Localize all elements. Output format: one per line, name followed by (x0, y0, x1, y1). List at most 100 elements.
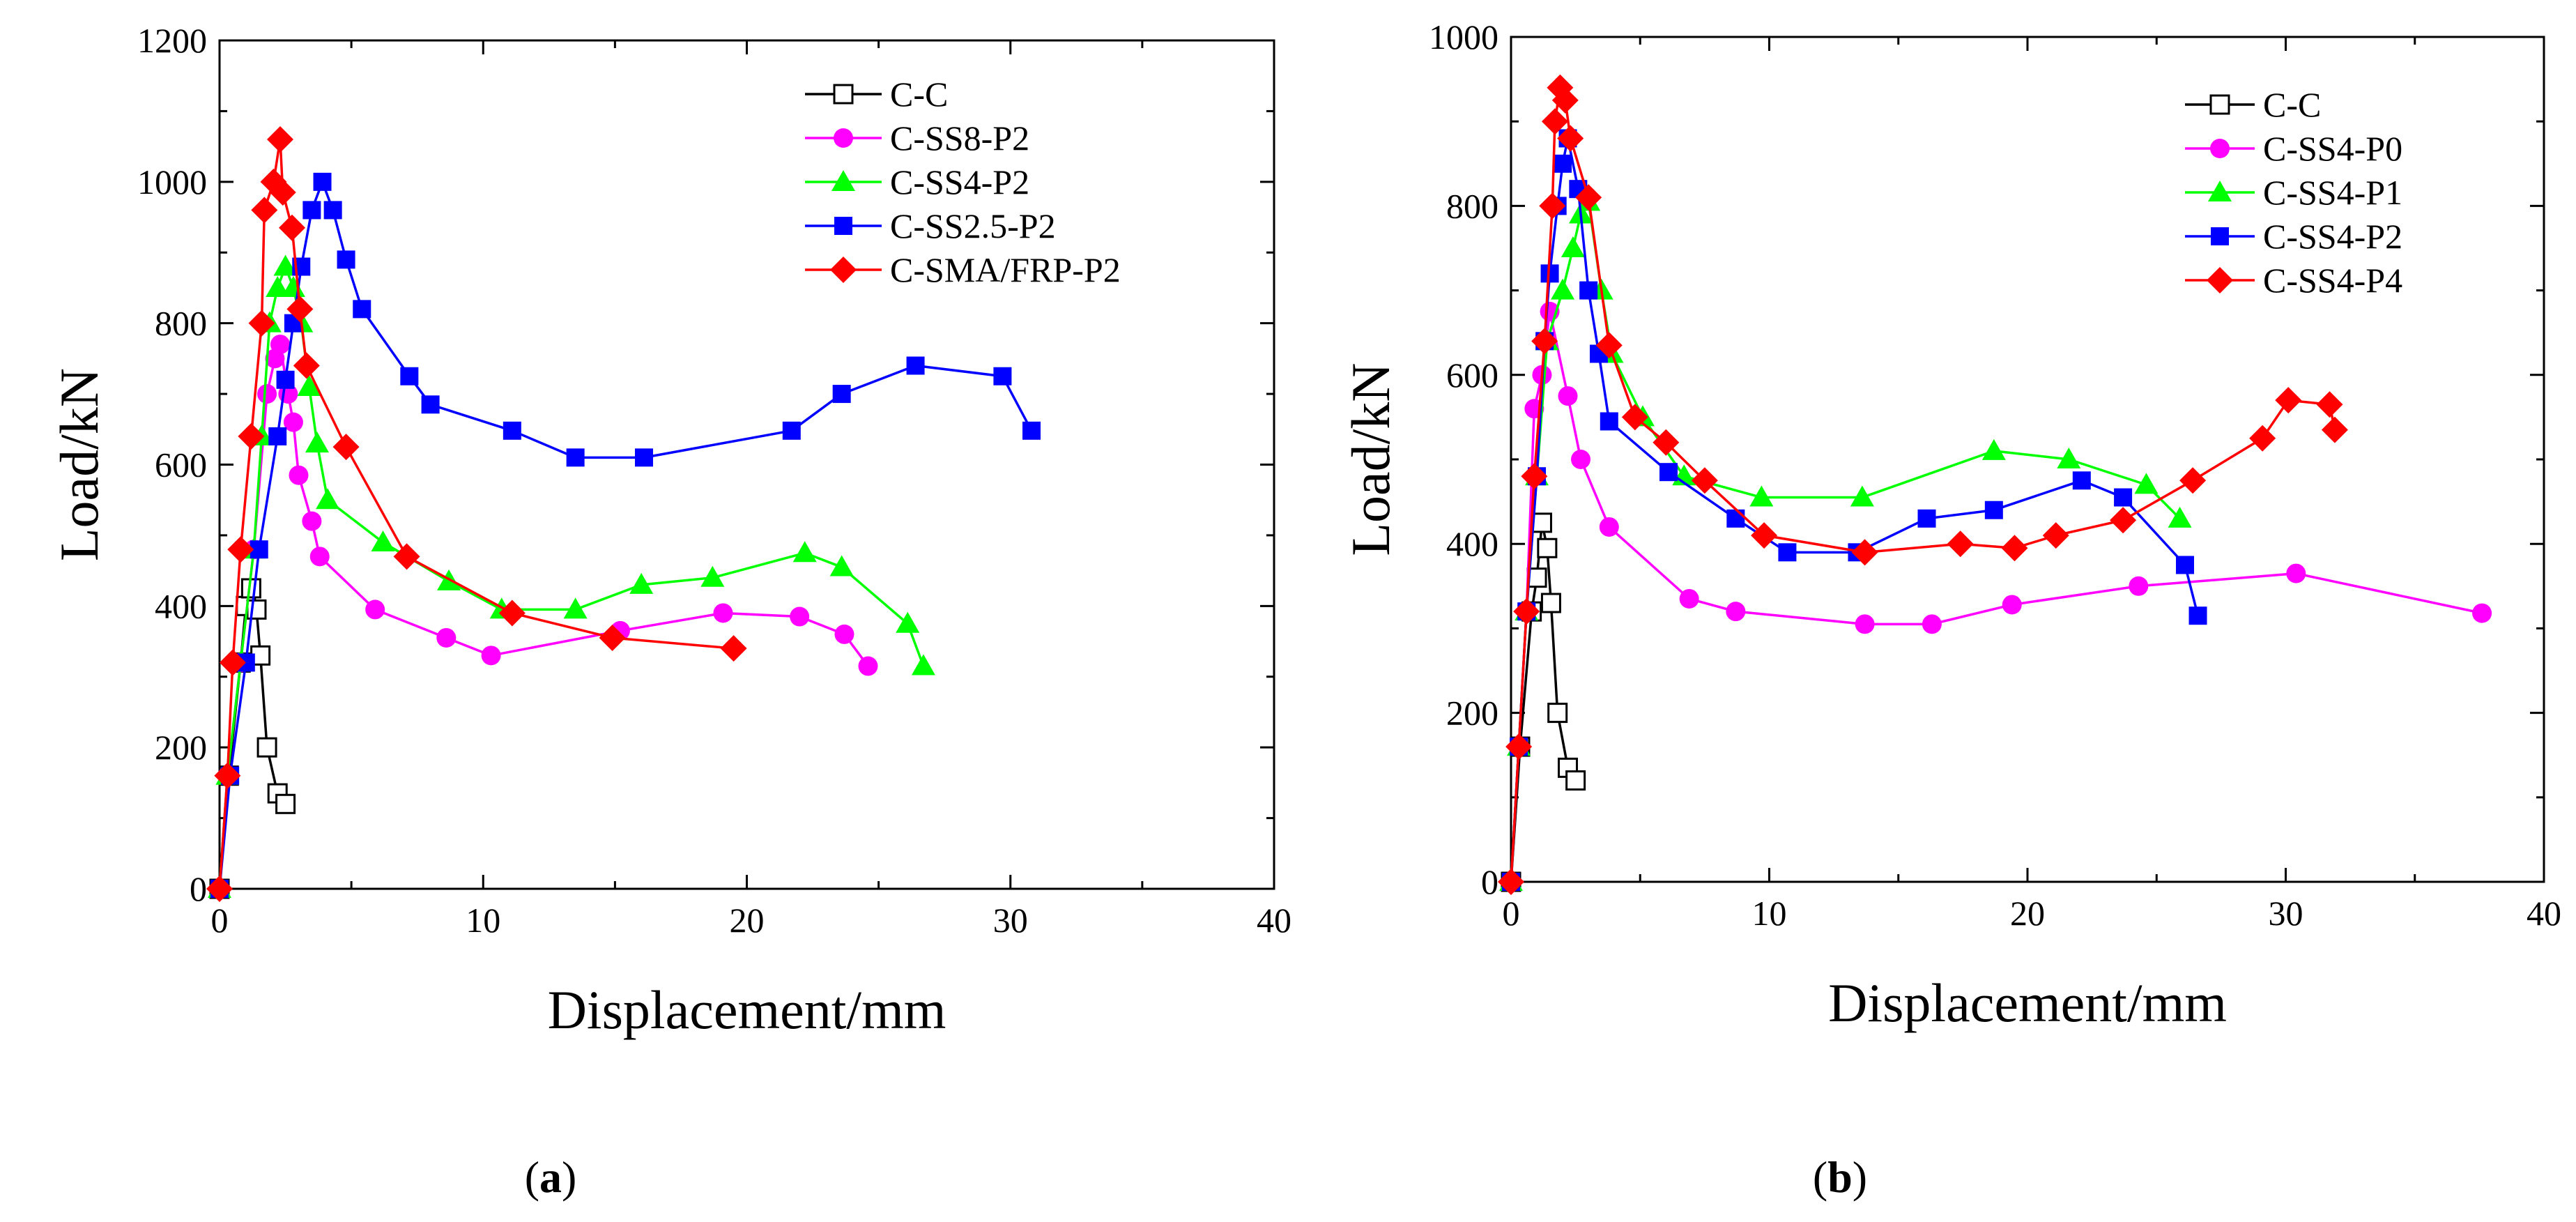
data-point (700, 565, 725, 587)
data-point (302, 201, 321, 220)
data-point (563, 597, 588, 619)
data-point (720, 635, 747, 662)
x-tick-label: 30 (993, 901, 1028, 940)
series-c-ss4-p4 (1498, 74, 2348, 895)
data-point (1599, 517, 1619, 537)
data-point (353, 300, 371, 319)
data-point (1498, 869, 1524, 895)
panel-label: (b) (1813, 1152, 1867, 1202)
data-point (906, 356, 925, 375)
data-point (1917, 509, 1936, 528)
data-point (2129, 576, 2149, 596)
x-tick-label: 10 (466, 901, 500, 940)
x-tick-label: 0 (211, 901, 229, 940)
data-point (332, 434, 360, 461)
y-tick-label: 600 (155, 445, 207, 484)
data-point (276, 370, 295, 389)
legend-marker (2209, 94, 2230, 115)
x-tick-label: 40 (1257, 901, 1291, 940)
legend-label: C-C (2263, 85, 2321, 124)
y-tick-label: 600 (1446, 356, 1498, 395)
data-point (1595, 332, 1623, 359)
data-point (1554, 154, 1572, 173)
data-point (286, 296, 314, 323)
x-tick-label: 0 (1503, 894, 1520, 933)
y-tick-label: 800 (155, 304, 207, 343)
series-line (1510, 200, 2181, 883)
y-tick-label: 1200 (137, 21, 207, 60)
x-axis-title: Displacement/mm (548, 979, 946, 1040)
y-axis-title: Load/kN (1340, 362, 1401, 556)
legend-marker (831, 170, 855, 191)
legend-marker (2211, 227, 2229, 245)
data-point (1653, 429, 1680, 456)
data-point (1922, 614, 1942, 634)
data-point (1778, 543, 1797, 562)
data-point (1521, 463, 1548, 490)
series-line (1510, 521, 1577, 883)
legend-label: C-SS4-P2 (890, 162, 1029, 201)
data-point (302, 511, 322, 531)
data-point (2042, 522, 2069, 549)
panel-label: (a) (525, 1152, 577, 1202)
panel-a: 0 10 20 30 40020040060080010001200Displaceme… (49, 21, 1291, 1202)
x-axis-title: Displacement/mm (1828, 972, 2227, 1033)
data-point (2472, 603, 2492, 623)
data-point (2168, 506, 2192, 528)
x-tick-label: 30 (2269, 894, 2303, 933)
legend-label: C-SS4-P2 (2263, 217, 2402, 256)
data-point (792, 541, 817, 563)
data-point (2179, 467, 2207, 494)
data-point (2321, 416, 2348, 443)
y-tick-label: 1000 (137, 162, 207, 201)
data-point (1557, 125, 1584, 152)
legend-label: C-SS8-P2 (890, 119, 1029, 158)
data-point (289, 465, 309, 485)
data-point (1022, 421, 1041, 440)
x-tick-label: 10 (1752, 894, 1787, 933)
x-tick-label: 20 (730, 901, 765, 940)
data-point (1571, 450, 1591, 469)
series-line (218, 138, 734, 889)
y-tick-label: 0 (190, 869, 207, 908)
series-line (1510, 86, 2336, 883)
data-point (1541, 108, 1568, 135)
data-point (248, 310, 275, 337)
data-point (1531, 328, 1558, 355)
data-point (219, 649, 246, 676)
series-c-ss4-p2 (208, 254, 935, 898)
data-point (421, 395, 440, 414)
data-point (275, 793, 296, 814)
data-point (1579, 281, 1598, 300)
data-point (266, 275, 290, 297)
legend-label: C-SMA/FRP-P2 (890, 250, 1121, 289)
data-point (896, 611, 920, 633)
data-point (790, 606, 810, 627)
y-axis-title: Load/kN (49, 368, 109, 561)
data-point (481, 646, 501, 666)
data-point (371, 530, 395, 552)
legend-label: C-SS2.5-P2 (890, 206, 1056, 245)
data-point (1726, 602, 1746, 622)
data-point (1981, 438, 2006, 460)
data-point (293, 352, 320, 379)
data-point (713, 603, 733, 623)
data-point (858, 656, 878, 676)
data-point (1659, 463, 1678, 482)
data-point (1551, 86, 1579, 114)
data-point (206, 876, 233, 902)
data-point (2316, 391, 2343, 418)
data-point (1539, 192, 1566, 220)
data-point (1679, 588, 1699, 609)
legend-marker (830, 257, 857, 283)
data-point (393, 543, 420, 570)
data-point (238, 422, 265, 450)
data-point (1540, 593, 1561, 613)
data-point (309, 547, 330, 567)
data-point (1561, 236, 1585, 257)
y-tick-label: 800 (1446, 186, 1498, 225)
data-point (2057, 448, 2081, 468)
data-point (1600, 412, 1618, 431)
y-tick-label: 400 (155, 586, 207, 625)
